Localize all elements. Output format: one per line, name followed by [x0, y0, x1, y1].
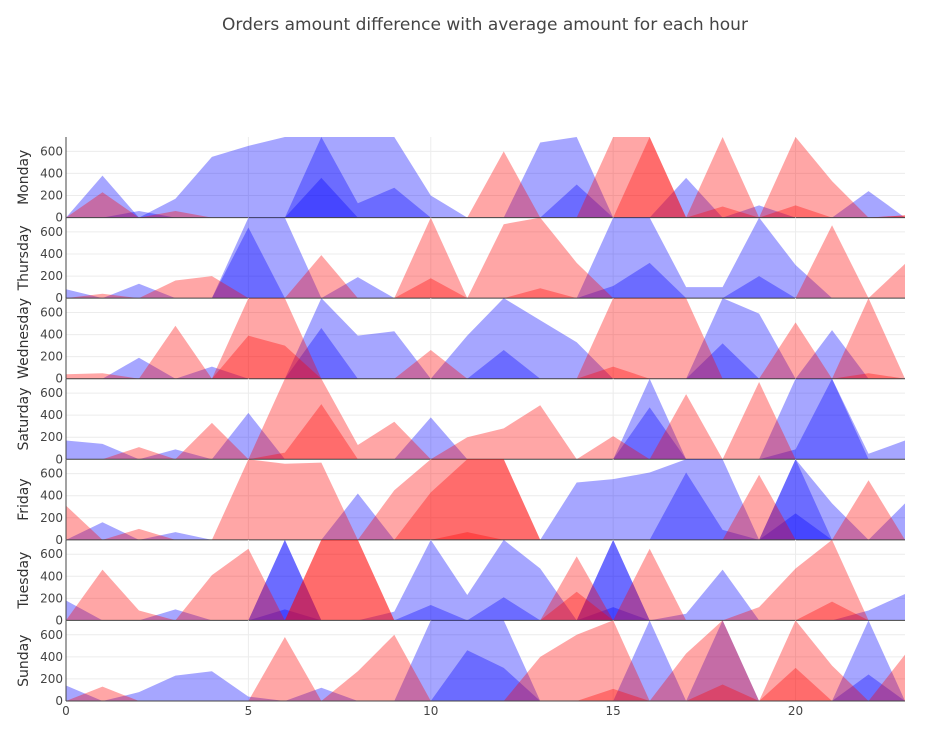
y-tick-label: 600 [40, 467, 63, 481]
panel-label: Friday [16, 478, 32, 520]
y-tick-label: 0 [55, 452, 63, 466]
blue-area [66, 227, 905, 299]
red-area [66, 539, 905, 621]
blue-area [66, 459, 905, 540]
red-area [66, 459, 905, 540]
panels: 0200400600Monday0200400600Thursday020040… [16, 137, 905, 718]
x-ticks: 0 5 10 15 20 [62, 704, 803, 718]
y-tick-label: 600 [40, 144, 63, 158]
chart-title: Orders amount difference with average am… [222, 15, 748, 35]
panel-monday: 0 200 400 600 Monday [16, 137, 905, 225]
blue-area [66, 378, 905, 460]
x-tick-label: 5 [245, 704, 253, 718]
y-tick-label: 0 [55, 613, 63, 627]
x-tick-label: 15 [606, 704, 621, 718]
panel-label: Tuesday [16, 552, 32, 610]
panel-label: Saturday [16, 387, 32, 450]
panel-label: Sunday [16, 635, 32, 687]
blue-area [66, 539, 905, 621]
x-tick-label: 0 [62, 704, 70, 718]
y-tick-label: 400 [40, 569, 63, 583]
y-tick-label: 200 [40, 188, 63, 202]
panel-thursday: 0 200 400 600 Thursday [16, 217, 905, 305]
red-area [66, 217, 905, 299]
y-tick-label: 600 [40, 386, 63, 400]
red-area [66, 137, 905, 218]
blue-area [66, 539, 905, 621]
blue-area [66, 327, 905, 379]
y-tick-label: 200 [40, 269, 63, 283]
y-tick-label: 400 [40, 328, 63, 342]
blue-area [66, 298, 905, 379]
panel-label: Monday [16, 150, 32, 205]
red-area [66, 459, 905, 540]
red-area [66, 335, 905, 379]
red-area [66, 298, 905, 379]
y-tick-label: 0 [55, 291, 63, 305]
red-area [66, 539, 905, 621]
y-tick-label: 0 [55, 372, 63, 386]
red-area [66, 667, 905, 701]
blue-area [66, 607, 905, 621]
blue-area [66, 620, 905, 701]
y-tick-label: 0 [55, 694, 63, 708]
x-tick-label: 20 [788, 704, 803, 718]
y-tick-label: 200 [40, 511, 63, 525]
red-area [66, 532, 905, 540]
panel-label: Thursday [16, 225, 32, 291]
blue-area [66, 378, 905, 460]
y-tick-label: 200 [40, 430, 63, 444]
panel-friday: 0 200 400 600 Friday [16, 459, 905, 547]
y-tick-label: 400 [40, 408, 63, 422]
panel-tuesday: 0 200 400 600 Tuesday [16, 539, 905, 627]
x-tick-label: 10 [423, 704, 438, 718]
panel-saturday: 0 200 400 600 Saturday [16, 378, 905, 466]
y-tick-label: 600 [40, 225, 63, 239]
y-tick-label: 400 [40, 247, 63, 261]
panel-sunday: 0 200 400 600 Sunday [16, 620, 905, 708]
panel-wednesday: 0 200 400 600 Wednesday [16, 298, 905, 386]
y-tick-label: 200 [40, 350, 63, 364]
y-tick-label: 400 [40, 166, 63, 180]
y-tick-label: 400 [40, 489, 63, 503]
y-tick-label: 600 [40, 547, 63, 561]
y-tick-label: 600 [40, 305, 63, 319]
red-area [66, 620, 905, 701]
y-tick-label: 200 [40, 591, 63, 605]
y-tick-label: 0 [55, 533, 63, 547]
red-area [66, 378, 905, 460]
blue-area [66, 650, 905, 701]
y-tick-label: 0 [55, 211, 63, 225]
y-tick-label: 600 [40, 628, 63, 642]
blue-area [66, 217, 905, 299]
panel-label: Wednesday [16, 298, 32, 379]
y-tick-label: 200 [40, 672, 63, 686]
y-tick-label: 400 [40, 650, 63, 664]
blue-area [66, 459, 905, 540]
blue-area [66, 513, 905, 540]
blue-area [66, 137, 905, 218]
